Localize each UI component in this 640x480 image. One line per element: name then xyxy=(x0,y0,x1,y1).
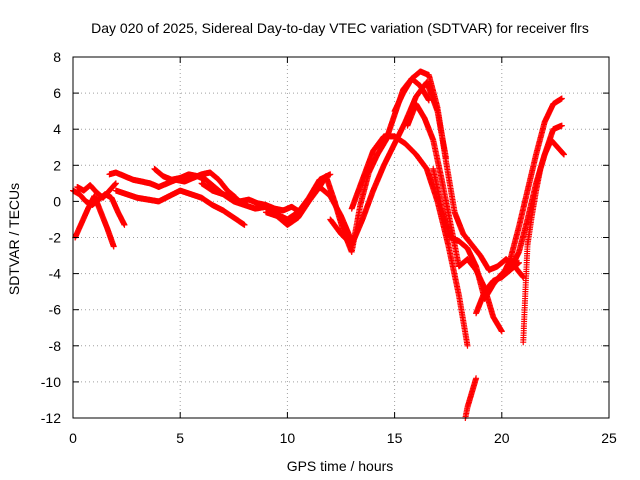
y-tick-label: 4 xyxy=(53,121,61,137)
series-arc-18 xyxy=(520,137,567,346)
series-arc-3 xyxy=(74,180,119,201)
series-arc-4 xyxy=(106,169,239,201)
series-arc-5 xyxy=(112,187,248,228)
series-arc-15 xyxy=(462,375,480,421)
x-axis-label: GPS time / hours xyxy=(287,458,394,474)
data-point xyxy=(464,342,471,349)
y-tick-label: -10 xyxy=(41,374,61,390)
series-arc-17 xyxy=(498,95,565,281)
data-point xyxy=(558,95,565,102)
y-tick-label: 6 xyxy=(53,85,61,101)
y-tick-label: -2 xyxy=(49,230,62,246)
x-tick-label: 10 xyxy=(280,430,296,446)
data-point xyxy=(498,328,505,335)
y-tick-label: -6 xyxy=(49,302,62,318)
x-tick-label: 20 xyxy=(494,430,510,446)
data-point xyxy=(560,151,567,158)
y-tick-label: 0 xyxy=(53,193,61,209)
y-tick-label: 2 xyxy=(53,157,61,173)
data-point xyxy=(327,171,334,178)
data-point xyxy=(110,243,117,250)
series-arc-2 xyxy=(72,192,117,250)
data-point xyxy=(241,221,248,228)
data-point xyxy=(515,259,522,266)
y-tick-label: -8 xyxy=(49,338,62,354)
data-point xyxy=(520,274,527,281)
axis-ticks: 0 5 10 15 20 25 -12 -10 -8 -6 -4 -2 0 2 4 6 8 xyxy=(41,49,617,446)
data-point xyxy=(112,180,119,187)
data-point xyxy=(473,375,480,382)
data-point xyxy=(121,221,128,228)
x-tick-label: 0 xyxy=(69,430,77,446)
y-tick-label: 8 xyxy=(53,49,61,65)
x-tick-label: 25 xyxy=(601,430,617,446)
y-axis-label: SDTVAR / TECUs xyxy=(6,183,22,295)
y-tick-label: -12 xyxy=(41,410,61,426)
x-tick-label: 5 xyxy=(176,430,184,446)
chart-title: Day 020 of 2025, Sidereal Day-to-day VTE… xyxy=(91,20,589,36)
data-point xyxy=(558,122,565,129)
data-points xyxy=(70,68,567,421)
y-tick-label: -4 xyxy=(49,266,62,282)
x-tick-label: 15 xyxy=(387,430,403,446)
